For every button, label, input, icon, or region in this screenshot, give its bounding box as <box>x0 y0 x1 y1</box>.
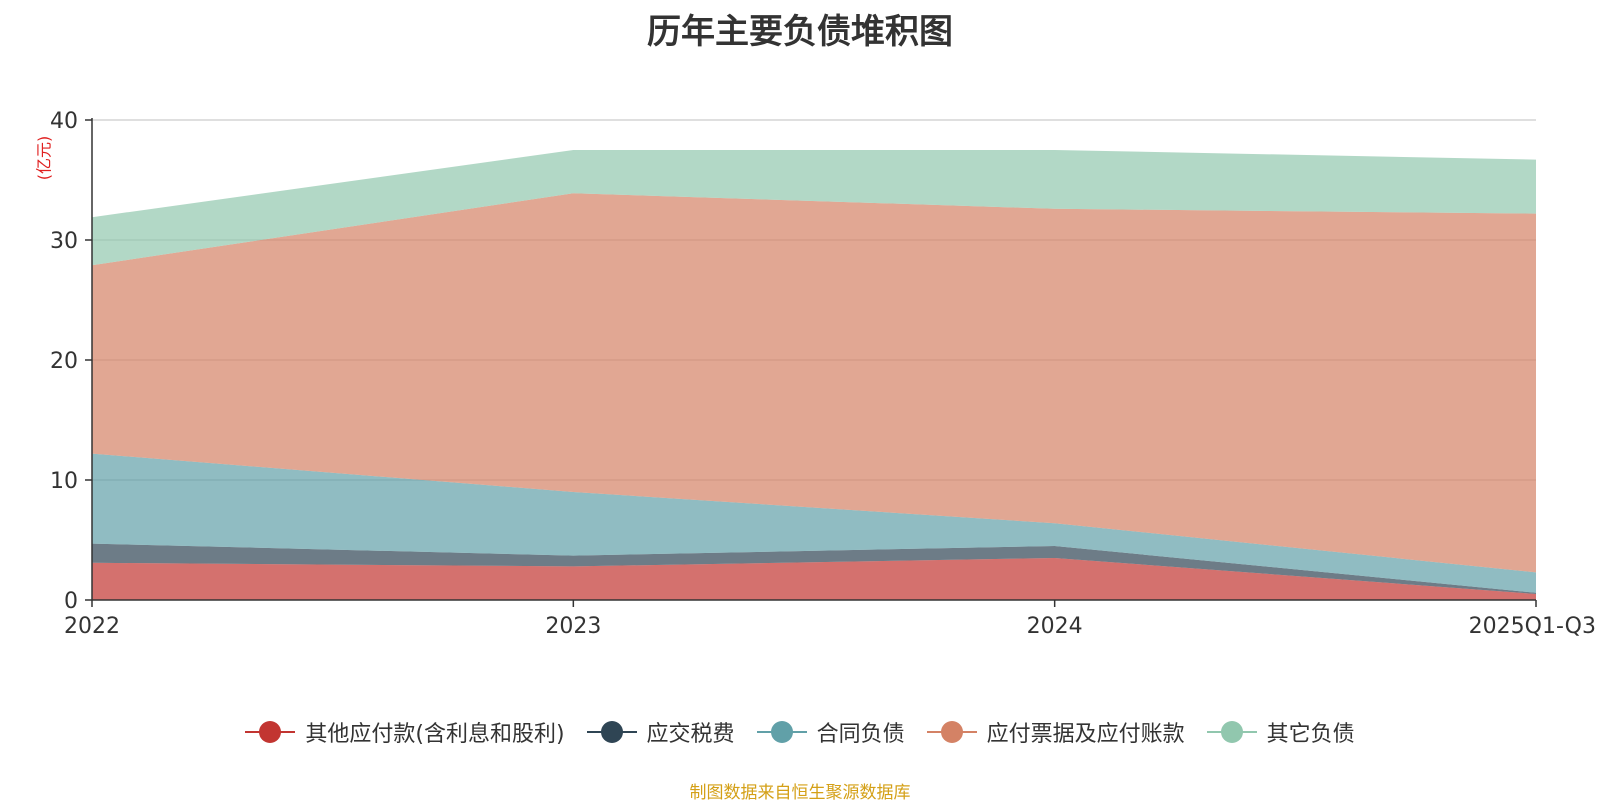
legend-label: 其他应付款(含利息和股利) <box>305 722 565 747</box>
legend-marker-icon <box>586 720 637 744</box>
legend-item-2[interactable]: 合同负债 <box>756 716 905 748</box>
legend-label: 应付票据及应付账款 <box>986 722 1185 747</box>
stacked-area-chart: 0 10 20 30 40 2022 2023 2024 2025Q1-Q3 <box>50 109 1596 639</box>
legend-marker-icon <box>756 720 807 744</box>
area-series-0[interactable] <box>92 558 1536 600</box>
legend-marker-icon <box>245 720 296 744</box>
legend-item-3[interactable]: 应付票据及应付账款 <box>926 716 1185 748</box>
area-series <box>92 150 1536 600</box>
legend-item-1[interactable]: 应交税费 <box>586 716 735 748</box>
y-tick-label: 10 <box>50 469 78 494</box>
y-tick-label: 40 <box>50 109 78 134</box>
axes: 0 10 20 30 40 2022 2023 2024 2025Q1-Q3 <box>50 109 1596 639</box>
x-tick-label: 2023 <box>545 614 601 639</box>
legend-marker-icon <box>926 720 977 744</box>
legend-marker-icon <box>1206 720 1257 744</box>
legend-item-0[interactable]: 其他应付款(含利息和股利) <box>245 716 565 748</box>
x-tick-label: 2025Q1-Q3 <box>1469 614 1596 639</box>
y-tick-label: 20 <box>50 349 78 374</box>
legend-label: 其它负债 <box>1266 722 1355 747</box>
area-series-4[interactable] <box>92 150 1536 266</box>
y-tick-label: 30 <box>50 229 78 254</box>
legend-label: 应交税费 <box>646 722 735 747</box>
area-series-3[interactable] <box>92 193 1536 573</box>
x-tick-label: 2024 <box>1027 614 1083 639</box>
chart-legend: 其他应付款(含利息和股利) 应交税费 合同负债 应付票据及应付账款 其它负债 <box>0 716 1600 748</box>
y-tick-label: 0 <box>64 589 78 614</box>
data-source-note: 制图数据来自恒生聚源数据库 <box>689 783 911 803</box>
chart-title: 历年主要负债堆积图 <box>647 12 953 52</box>
area-series-1[interactable] <box>92 543 1536 594</box>
area-series-2[interactable] <box>92 453 1536 593</box>
legend-item-4[interactable]: 其它负债 <box>1206 716 1355 748</box>
x-tick-label: 2022 <box>64 614 120 639</box>
legend-label: 合同负债 <box>816 722 905 747</box>
